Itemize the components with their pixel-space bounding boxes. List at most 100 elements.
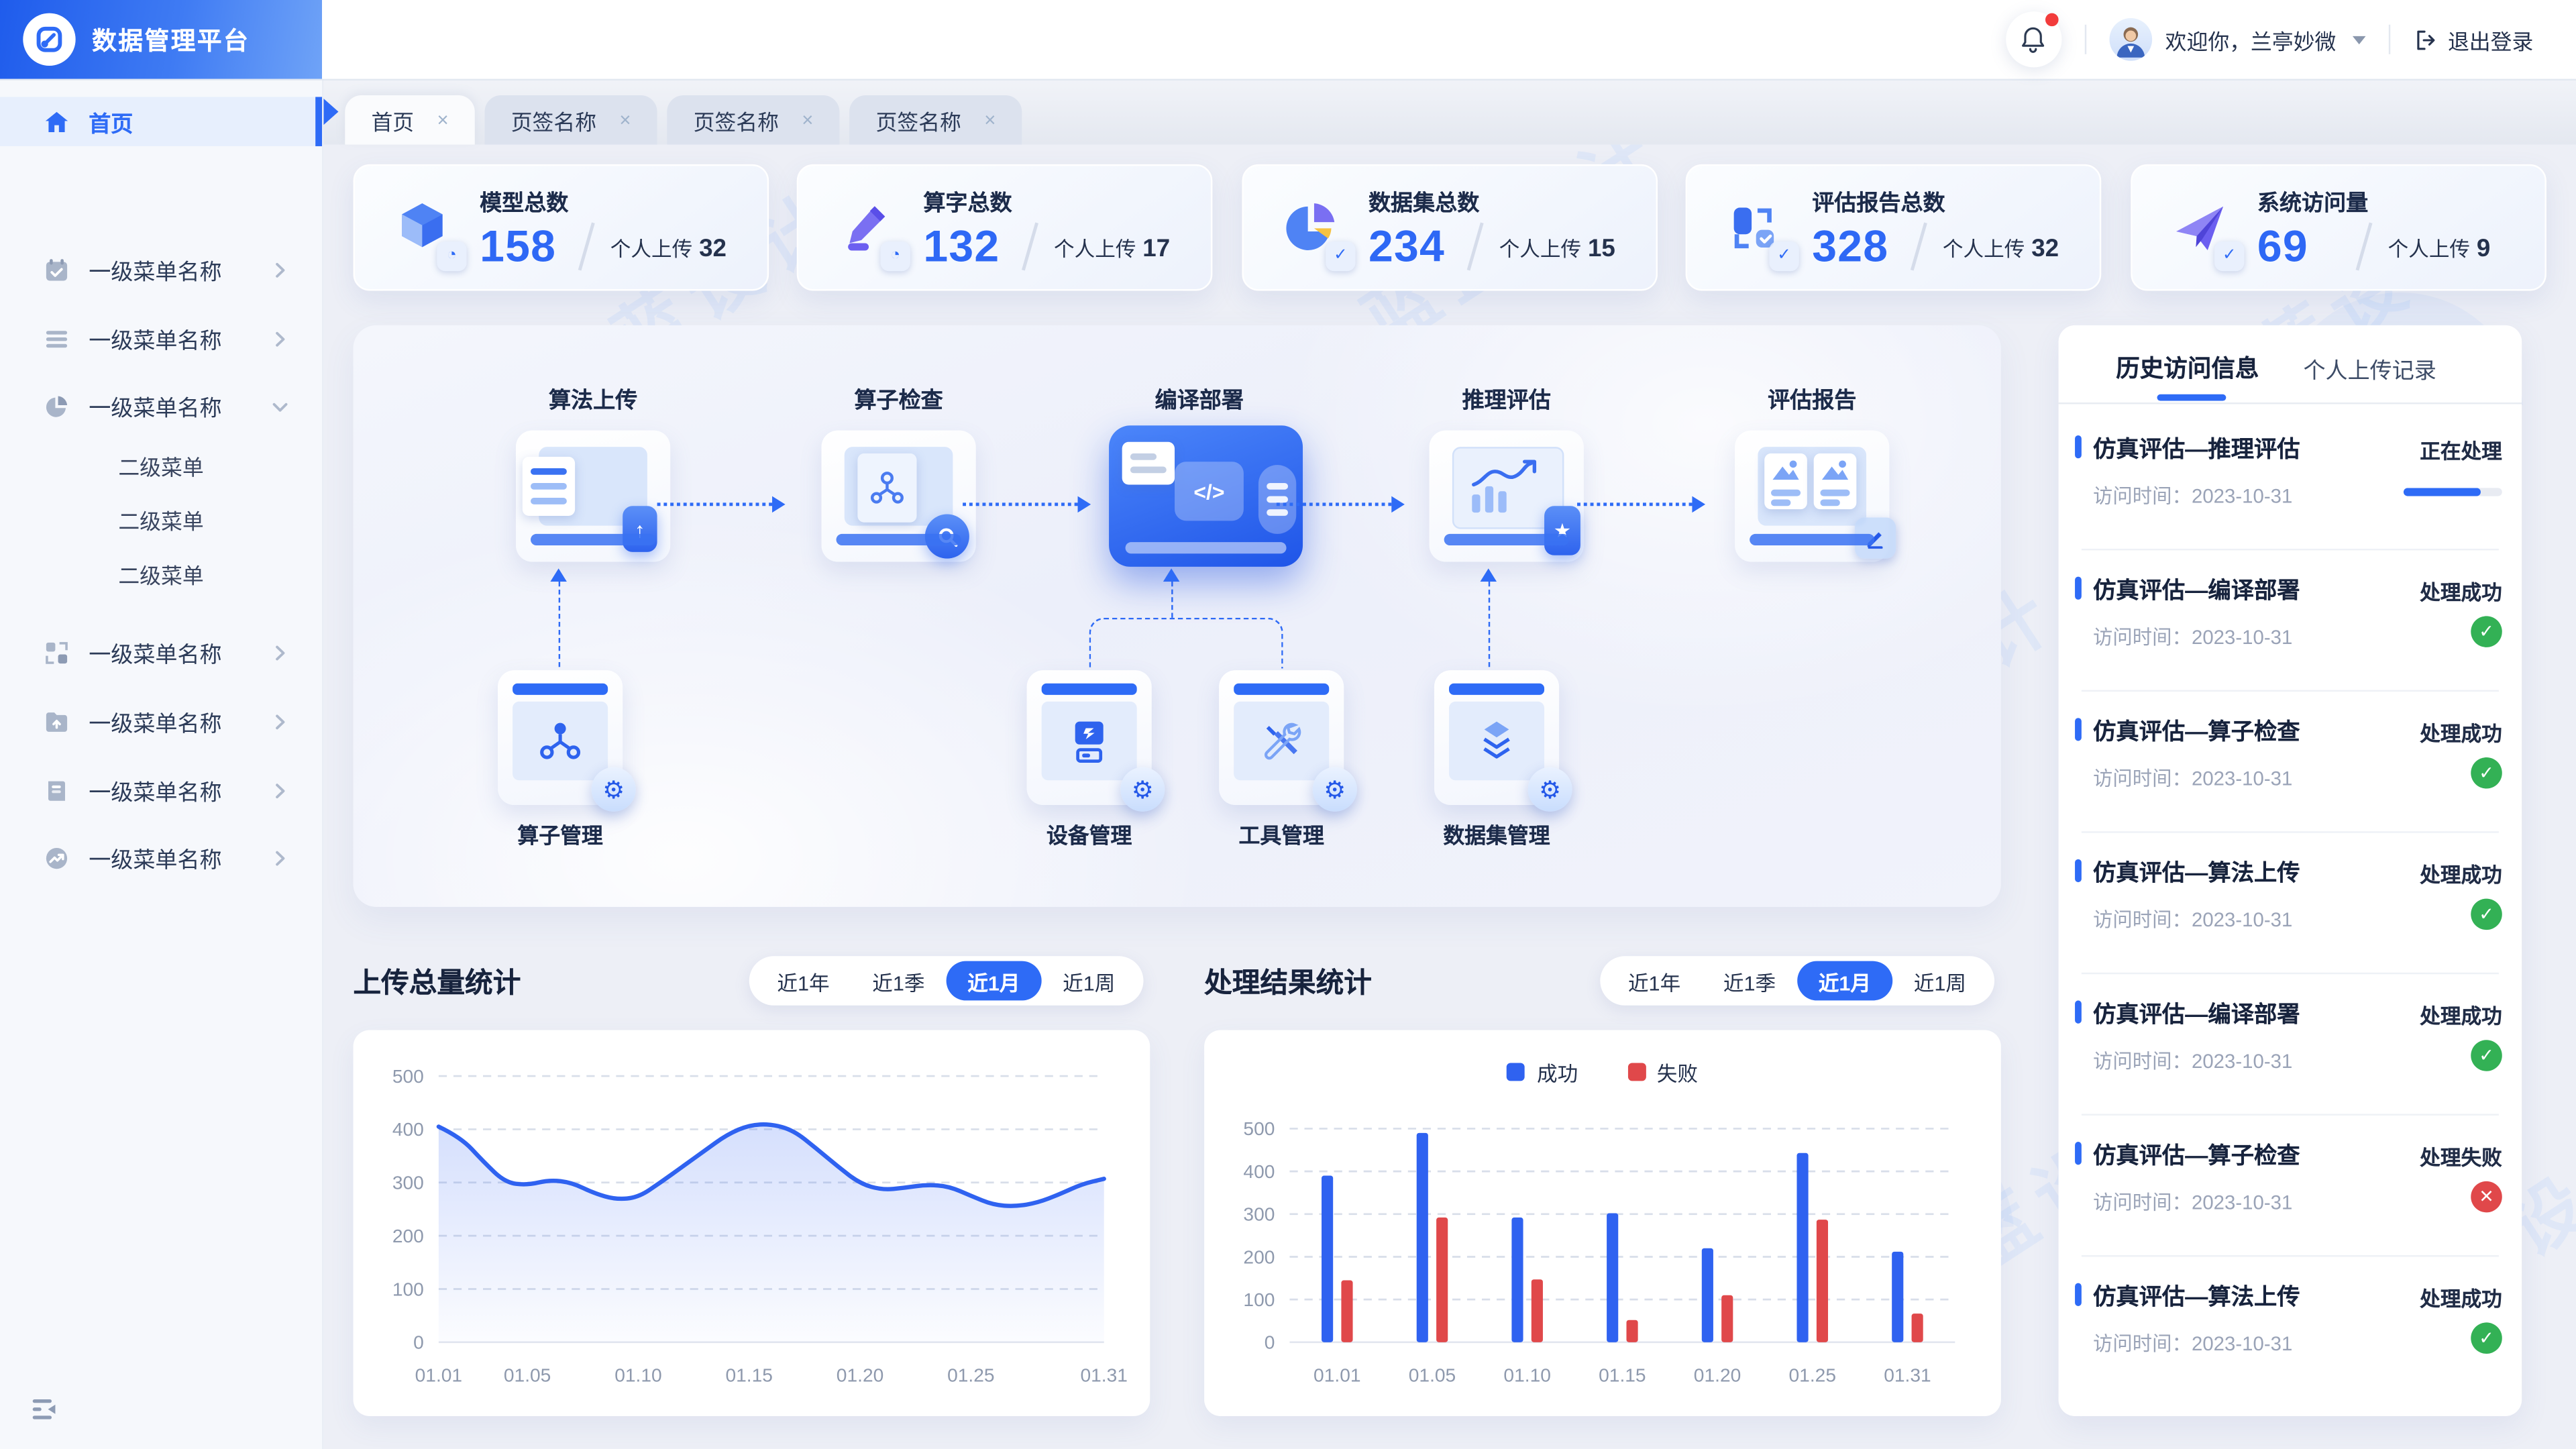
status-badge: 处理成功 — [2420, 1288, 2502, 1311]
tab-personal-uploads[interactable]: 个人上传记录 — [2303, 358, 2436, 383]
close-icon[interactable]: × — [984, 108, 996, 131]
svg-text:0: 0 — [413, 1332, 424, 1353]
tab-page-1[interactable]: 页签名称 × — [484, 95, 657, 145]
sidebar-subitem-2[interactable]: 二级菜单 — [0, 498, 322, 541]
history-tabs: 历史访问信息 个人上传记录 — [2058, 325, 2522, 405]
divider — [2081, 1114, 2499, 1116]
sidebar-item-menu-5[interactable]: 一级菜单名称 — [0, 696, 322, 745]
sidebar-item-menu-1[interactable]: 一级菜单名称 — [0, 245, 322, 294]
status-badge: 处理成功 — [2420, 864, 2502, 888]
tools-icon — [1265, 722, 1301, 760]
upload-filter-group: 近1年 近1季 近1月 近1周 — [749, 956, 1144, 1006]
manager-dataset[interactable]: ⚙ 数据集管理 — [1415, 670, 1579, 849]
close-icon[interactable]: × — [802, 108, 814, 131]
stat-card-visits[interactable]: ✓ 系统访问量 69 个人上传 9 — [2131, 164, 2546, 291]
tab-label: 首页 — [371, 109, 415, 134]
user-menu[interactable]: 欢迎你，兰亭妙微 — [2109, 17, 2366, 61]
flow-step-compile-deploy[interactable]: 编译部署 </> — [1109, 381, 1303, 567]
legend-fail[interactable]: 失败 — [1627, 1057, 1698, 1088]
connector-line — [1171, 581, 1173, 618]
tab-history-visits[interactable]: 历史访问信息 — [2116, 356, 2259, 383]
history-item-4[interactable]: 仿真评估—算法上传 处理成功 访问时间：2023-10-31 ✓ — [2059, 833, 2522, 975]
tab-home[interactable]: 首页 × — [345, 95, 475, 145]
status-badge: 处理成功 — [2420, 581, 2502, 605]
chevron-right-icon — [271, 849, 289, 867]
stat-title: 算字总数 — [923, 189, 1012, 215]
history-item-3[interactable]: 仿真评估—算子检查 处理成功 访问时间：2023-10-31 ✓ — [2059, 692, 2522, 833]
chevron-right-icon — [271, 712, 289, 731]
success-check-icon: ✓ — [2471, 1040, 2502, 1071]
sidebar-item-menu-3[interactable]: 一级菜单名称 — [0, 381, 322, 430]
welcome-text: 欢迎你，兰亭妙微 — [2165, 28, 2337, 54]
node-graph-icon — [540, 722, 581, 759]
svg-text:200: 200 — [1243, 1246, 1275, 1267]
close-icon[interactable]: × — [619, 108, 631, 131]
history-item-2[interactable]: 仿真评估—编译部署 处理成功 访问时间：2023-10-31 ✓ — [2059, 550, 2522, 692]
history-item-7[interactable]: 仿真评估—算法上传 处理成功 访问时间：2023-10-31 ✓ — [2059, 1256, 2522, 1398]
sidebar-item-label: 一级菜单名称 — [89, 328, 222, 354]
sidebar-item-menu-6[interactable]: 一级菜单名称 — [0, 765, 322, 814]
filter-1week[interactable]: 近1周 — [1913, 971, 1966, 995]
check-badge-icon: ✓ — [1769, 240, 1799, 270]
pie-icon: ✓ — [1277, 193, 1356, 270]
sidebar-item-menu-2[interactable]: 一级菜单名称 — [0, 314, 322, 363]
divider — [2388, 24, 2391, 54]
sidebar-item-menu-7[interactable]: 一级菜单名称 — [0, 833, 322, 882]
manager-tools[interactable]: ⚙ 工具管理 — [1199, 670, 1364, 849]
flow-step-algorithm-upload[interactable]: 算法上传 ↑ — [502, 381, 683, 562]
sidebar-subitem-label: 二级菜单 — [118, 562, 204, 588]
sidebar-collapse-button[interactable] — [30, 1397, 59, 1423]
history-item-5[interactable]: 仿真评估—编译部署 处理成功 访问时间：2023-10-31 ✓ — [2059, 974, 2522, 1116]
connector-branch — [1089, 617, 1283, 669]
status-badge: 处理成功 — [2420, 722, 2502, 746]
manager-device[interactable]: ⚙ 设备管理 — [1007, 670, 1171, 849]
logout-button[interactable]: 退出登录 — [2414, 24, 2533, 56]
stat-card-models[interactable]: ◔ 模型总数 158 个人上传 32 — [353, 164, 769, 291]
manager-operator[interactable]: ⚙ 算子管理 — [478, 670, 643, 849]
tab-scroll-marker-icon — [323, 98, 339, 125]
filter-1year[interactable]: 近1年 — [777, 971, 830, 995]
blocks-icon — [43, 638, 71, 666]
svg-text:400: 400 — [392, 1119, 424, 1140]
tab-page-2[interactable]: 页签名称 × — [667, 95, 840, 145]
filter-1quarter[interactable]: 近1季 — [1723, 971, 1776, 995]
device-manage-illustration: ⚙ — [1026, 670, 1165, 812]
sidebar-item-menu-4[interactable]: 一级菜单名称 — [0, 628, 322, 677]
operator-check-illustration — [821, 430, 976, 562]
filter-1month[interactable]: 近1月 — [946, 961, 1042, 1001]
chevron-down-icon — [2352, 35, 2366, 44]
filter-1quarter[interactable]: 近1季 — [872, 971, 925, 995]
sidebar-subitem-3[interactable]: 二级菜单 — [0, 552, 322, 595]
notification-dot — [2045, 13, 2059, 27]
upload-line-chart: 0 100 200 300 400 500 01.01 01.05 01.10 01.15 01.2… — [392, 1066, 1127, 1386]
item-title: 仿真评估—算法上传 — [2093, 1283, 2300, 1309]
filter-1year[interactable]: 近1年 — [1627, 971, 1681, 995]
chevron-right-icon — [271, 329, 289, 347]
stat-card-reports[interactable]: ✓ 评估报告总数 328 个人上传 32 — [1685, 164, 2102, 291]
stat-card-datasets[interactable]: ✓ 数据集总数 234 个人上传 15 — [1242, 164, 1658, 291]
tools-manage-illustration: ⚙ — [1219, 670, 1357, 812]
trend-icon — [43, 844, 71, 872]
tab-page-3[interactable]: 页签名称 × — [849, 95, 1022, 145]
svg-text:01.10: 01.10 — [1503, 1365, 1550, 1386]
stat-card-operators[interactable]: ◔ 算字总数 132 个人上传 17 — [796, 164, 1213, 291]
sidebar-item-home[interactable]: 首页 — [0, 97, 323, 146]
history-item-1[interactable]: 仿真评估—推理评估 正在处理 访问时间：2023-10-31 — [2059, 409, 2522, 551]
flow-step-inference-eval[interactable]: 推理评估 ★ — [1416, 381, 1597, 562]
success-check-icon: ✓ — [2471, 1322, 2502, 1354]
notification-bell-button[interactable] — [2006, 11, 2062, 68]
manager-label: 工具管理 — [1238, 822, 1324, 848]
history-item-6[interactable]: 仿真评估—算子检查 处理失败 访问时间：2023-10-31 ✕ — [2059, 1116, 2522, 1257]
pie-badge-icon: ◔ — [437, 240, 467, 270]
filter-1week[interactable]: 近1周 — [1063, 971, 1116, 995]
sidebar-subitem-1[interactable]: 二级菜单 — [0, 443, 322, 486]
upload-line-chart-card: 0 100 200 300 400 500 01.01 01.05 01.10 01.15 01.2… — [353, 1030, 1150, 1417]
close-icon[interactable]: × — [437, 108, 449, 131]
legend-success[interactable]: 成功 — [1507, 1057, 1578, 1088]
flow-step-operator-check[interactable]: 算子检查 — [808, 381, 989, 562]
filter-1month[interactable]: 近1月 — [1796, 961, 1892, 1001]
divider — [1466, 222, 1483, 271]
item-marker — [2075, 859, 2081, 883]
sidebar-item-label: 一级菜单名称 — [89, 711, 222, 737]
flow-step-eval-report[interactable]: 评估报告 — [1722, 381, 1902, 562]
